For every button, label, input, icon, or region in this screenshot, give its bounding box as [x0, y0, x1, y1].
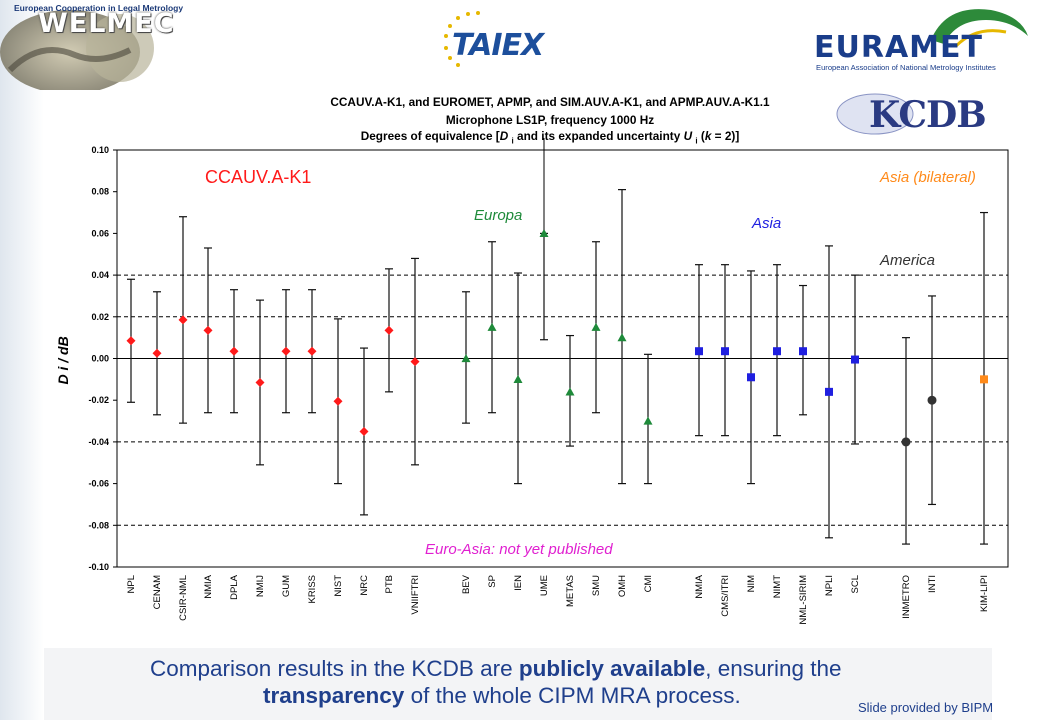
y-tick-label: -0.06	[88, 479, 109, 489]
y-axis: 0.10 0.08 0.06 0.04 0.02 0.00 -0.02 -0.04 -0.06 -…	[55, 145, 117, 572]
x-tick-label-nist: NIST	[333, 575, 344, 597]
marker-smu	[592, 323, 601, 331]
x-tick-label-cmi: CMI	[643, 575, 654, 592]
x-tick-label-inmetro: INMETRO	[901, 575, 912, 619]
x-tick-label-npl: NPL	[126, 575, 137, 593]
error-bar-ume	[540, 233, 548, 339]
x-tick-label-nmia: NMIA	[203, 574, 214, 598]
y-tick-label: 0.04	[91, 270, 109, 280]
marker-npli	[825, 388, 833, 396]
caption-line1: Comparison results in the KCDB are publi…	[150, 656, 910, 682]
x-tick-label-npli: NPLI	[824, 575, 835, 596]
x-tick-label-nim: NIM	[746, 575, 757, 593]
marker-gum	[282, 347, 291, 356]
error-bars	[127, 190, 988, 544]
x-tick-label-vniiftri: VNIIFTRI	[410, 575, 421, 615]
annotation-europa: Europa	[474, 207, 522, 224]
x-tick-label-nmij: NMIJ	[255, 575, 266, 597]
marker-inti	[928, 396, 937, 405]
marker-nmia	[695, 347, 703, 355]
x-tick-label-ien: IEN	[513, 575, 524, 591]
x-tick-label-sp: SP	[487, 575, 498, 588]
marker-nist	[334, 397, 343, 406]
x-tick-label-omh: OMH	[617, 575, 628, 597]
x-tick-label-dpla: DPLA	[229, 574, 240, 599]
marker-inmetro	[902, 437, 911, 446]
y-tick-label: -0.08	[88, 520, 109, 530]
marker-nimt	[773, 347, 781, 355]
x-tick-label-kriss: KRISS	[307, 575, 318, 604]
y-tick-label: -0.02	[88, 395, 109, 405]
marker-sp	[488, 323, 497, 331]
marker-kriss	[308, 347, 317, 356]
y-tick-label: 0.06	[91, 228, 109, 238]
marker-ptb	[385, 326, 394, 335]
x-tick-label-metas: METAS	[565, 575, 576, 607]
marker-nmij	[256, 378, 265, 387]
x-tick-label-inti: INTI	[927, 575, 938, 593]
x-tick-label-kim-lipi: KIM-LIPI	[979, 575, 990, 612]
y-axis-label: D i / dB	[55, 336, 71, 384]
x-tick-label-ptb: PTB	[384, 575, 395, 593]
x-tick-label-csir-nml: CSIR-NML	[178, 575, 189, 621]
x-tick-label-nrc: NRC	[359, 575, 370, 596]
y-tick-label: -0.04	[88, 437, 109, 447]
y-tick-label: -0.10	[88, 562, 109, 572]
marker-ien	[514, 375, 523, 383]
marker-cms-itri	[721, 347, 729, 355]
x-tick-label-nmia: NMIA	[694, 574, 705, 598]
marker-npl	[127, 336, 136, 345]
gridlines	[117, 150, 1008, 567]
x-tick-label-ume: UME	[539, 575, 550, 596]
y-tick-label: 0.10	[91, 145, 109, 155]
marker-csir-nml	[179, 315, 188, 324]
y-tick-label: 0.02	[91, 312, 109, 322]
marker-metas	[566, 387, 575, 395]
x-tick-label-smu: SMU	[591, 575, 602, 596]
data-markers	[127, 229, 989, 447]
annotations: CCAUV.A-K1 Europa Asia America Asia (bilater…	[205, 138, 976, 558]
annotation-america: America	[879, 252, 935, 269]
x-tick-label-gum: GUM	[281, 575, 292, 597]
x-tick-label-nml-sirim: NML-SIRIM	[798, 575, 809, 625]
y-tick-label: 0.08	[91, 187, 109, 197]
y-tick-label: 0.00	[91, 354, 109, 364]
x-tick-label-nimt: NIMT	[772, 575, 783, 598]
marker-scl	[851, 356, 859, 364]
marker-omh	[618, 333, 627, 341]
x-tick-labels: NPL CENAM CSIR-NML NMIA DPLA NMIJ GUM KRISS NIST…	[126, 574, 990, 624]
marker-nml-sirim	[799, 347, 807, 355]
annotation-asia: Asia	[751, 215, 781, 232]
marker-cenam	[153, 349, 162, 358]
annotation-ccauv: CCAUV.A-K1	[205, 167, 311, 187]
marker-kim-lipi	[980, 375, 988, 383]
credit-text: Slide provided by BIPM	[858, 700, 993, 715]
x-tick-label-cenam: CENAM	[152, 575, 163, 609]
marker-nim	[747, 373, 755, 381]
x-tick-label-scl: SCL	[850, 575, 861, 593]
annotation-bilateral: Asia (bilateral)	[879, 169, 976, 186]
marker-cmi	[644, 417, 653, 425]
marker-nrc	[360, 427, 369, 436]
marker-nmia	[204, 326, 213, 335]
x-tick-label-bev: BEV	[461, 574, 472, 594]
marker-dpla	[230, 347, 239, 356]
x-tick-label-cms-itri: CMS/ITRI	[720, 575, 731, 617]
annotation-euroasia: Euro-Asia: not yet published	[425, 541, 613, 558]
